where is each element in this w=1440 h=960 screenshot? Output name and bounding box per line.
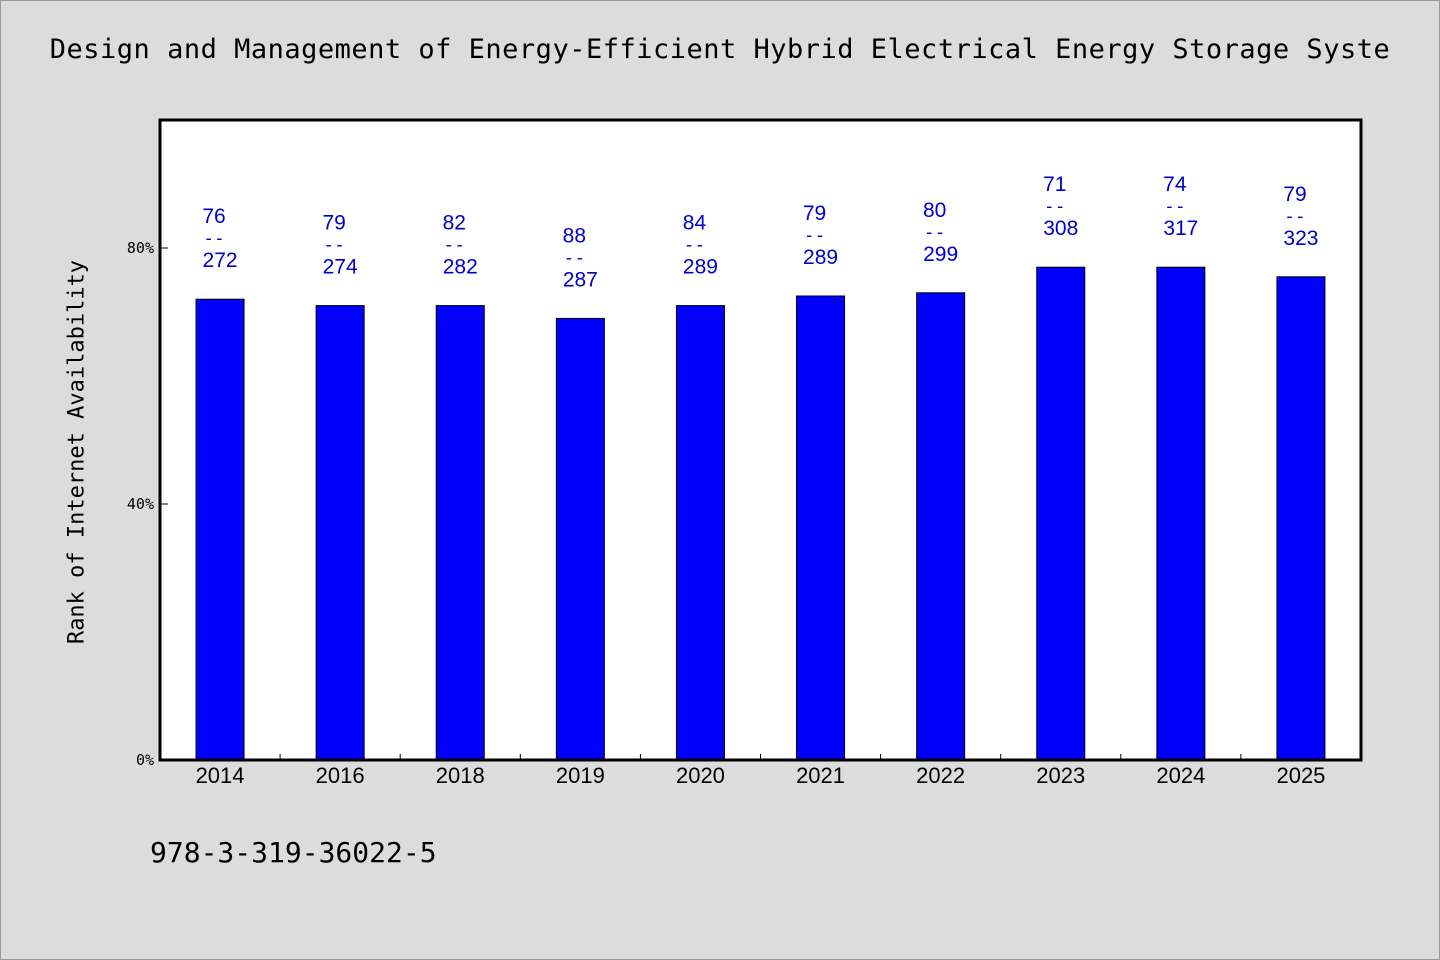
x-tick-label: 2020	[676, 763, 725, 788]
x-tick-label: 2021	[796, 763, 845, 788]
x-tick-label: 2022	[916, 763, 965, 788]
data-label-bottom: 289	[683, 256, 718, 279]
data-label-top: 84	[683, 212, 707, 235]
data-label-separator: --	[323, 235, 345, 256]
x-tick-label: 2025	[1276, 763, 1325, 788]
data-label-top: 79	[1283, 183, 1306, 206]
bar	[1276, 276, 1326, 761]
data-label-bottom: 287	[563, 268, 598, 291]
data-label-top: 76	[202, 205, 225, 228]
data-label-top: 71	[1043, 173, 1066, 196]
data-label-top: 88	[563, 224, 586, 247]
data-label-bottom: 317	[1163, 217, 1198, 240]
bar	[1156, 266, 1206, 761]
plot-border	[158, 118, 1363, 762]
chart-title: Design and Management of Energy-Efficien…	[49, 34, 1391, 65]
data-label-bottom: 308	[1043, 217, 1078, 240]
data-label-separator: --	[924, 222, 946, 243]
data-label-bottom: 289	[803, 246, 838, 269]
y-tick-label: 0%	[136, 751, 154, 769]
data-label-separator: --	[804, 225, 826, 246]
bar	[195, 298, 245, 761]
bar	[916, 292, 966, 761]
data-label-bottom: 282	[443, 256, 478, 279]
data-label-top: 82	[443, 212, 466, 235]
bar	[555, 317, 605, 761]
data-label-bottom: 274	[323, 256, 358, 279]
x-tick-label: 2018	[436, 763, 485, 788]
isbn-text: 978-3-319-36022-5	[150, 836, 437, 869]
data-label-bottom: 272	[203, 249, 238, 272]
data-label-separator: --	[443, 235, 465, 256]
bar	[796, 295, 846, 761]
x-tick-label: 2019	[556, 763, 605, 788]
data-label-separator: --	[203, 228, 225, 249]
x-tick-label: 2016	[316, 763, 365, 788]
data-label-bottom: 323	[1283, 227, 1318, 250]
data-label-separator: --	[684, 235, 706, 256]
data-label-top: 79	[322, 212, 345, 235]
y-tick-label: 80%	[127, 239, 154, 257]
bar	[435, 305, 485, 761]
bar	[315, 305, 365, 761]
y-tick-label: 40%	[127, 495, 154, 513]
data-label-separator: --	[1044, 196, 1066, 217]
data-label-separator: --	[564, 247, 586, 268]
bar	[675, 305, 725, 761]
data-label-separator: --	[1284, 206, 1306, 227]
x-tick-label: 2014	[196, 763, 245, 788]
data-label-top: 74	[1163, 173, 1187, 196]
x-tick-label: 2023	[1036, 763, 1085, 788]
data-label-bottom: 299	[923, 243, 958, 266]
x-tick-label: 2024	[1156, 763, 1205, 788]
data-label-top: 79	[803, 202, 826, 225]
data-label-top: 80	[923, 199, 946, 222]
bar	[1036, 266, 1086, 761]
data-label-separator: --	[1164, 196, 1186, 217]
